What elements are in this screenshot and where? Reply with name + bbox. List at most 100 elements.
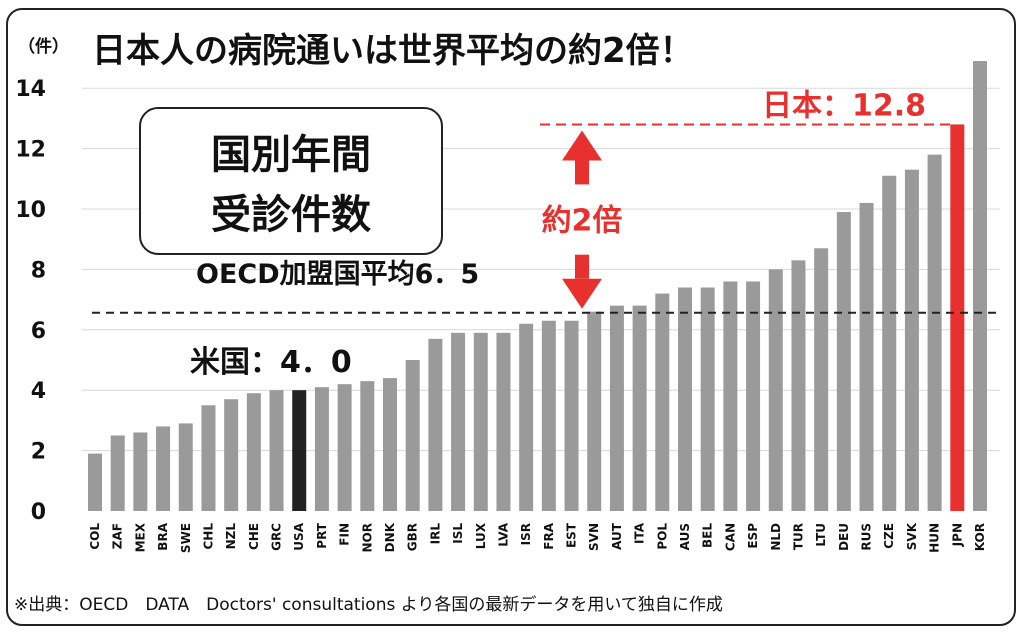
inset-label-box — [139, 107, 443, 255]
bar-lux — [473, 332, 488, 511]
y-tick-label: 12 — [15, 138, 46, 163]
bar-nzl — [224, 399, 239, 511]
bar-bra — [156, 426, 171, 511]
x-tick-label: SWE — [179, 523, 193, 553]
bar-tur — [791, 260, 806, 511]
x-tick-label: BRA — [156, 522, 170, 550]
x-tick-label: MEX — [133, 522, 147, 552]
bar-est — [564, 320, 579, 511]
x-tick-label: LUX — [474, 522, 488, 549]
bar-can — [723, 281, 738, 511]
x-tick-label: ISL — [451, 523, 465, 544]
bar-deu — [836, 212, 851, 511]
x-tick-label: DNK — [383, 522, 397, 552]
y-axis-ticks: 0 2 4 6 8 10 12 14 — [15, 77, 46, 525]
y-tick-label: 4 — [31, 379, 46, 404]
x-tick-label: FRA — [542, 522, 556, 549]
ratio-label: 約2倍 — [542, 204, 623, 239]
arrow-down-shaft — [575, 254, 589, 279]
bar-jpn — [950, 124, 965, 511]
bar-dnk — [383, 378, 397, 511]
x-tick-label: LTU — [814, 523, 828, 547]
x-tick-label: ISR — [519, 523, 533, 545]
source-note: ※出典：OECD DATA Doctors' consultations より各… — [14, 594, 723, 615]
bar-isl — [451, 332, 466, 511]
x-tick-label: SVK — [905, 522, 919, 550]
x-tick-label: HUN — [928, 523, 942, 553]
x-tick-label: KOR — [973, 523, 987, 551]
x-tick-label: AUS — [678, 523, 692, 550]
x-tick-label: AUT — [610, 522, 624, 550]
x-tick-label: JPN — [950, 523, 964, 547]
bar-rus — [859, 202, 874, 511]
bar-grc — [269, 390, 284, 511]
y-tick-label: 6 — [31, 319, 46, 344]
bar-svk — [904, 169, 919, 512]
x-tick-label: PRT — [315, 522, 329, 548]
bar-nor — [360, 381, 375, 511]
ratio-double-arrow — [562, 130, 602, 309]
x-tick-label: IRL — [428, 523, 442, 545]
x-tick-label: GRC — [270, 523, 284, 551]
x-axis-labels: COL ZAF MEX BRA SWE CHL NZL CHE GRC USA PRT FIN NOR D… — [88, 522, 987, 553]
bar-fin — [337, 384, 352, 511]
bar-nld — [768, 269, 783, 511]
x-tick-label: CHE — [247, 523, 261, 550]
x-tick-label: ESP — [746, 523, 760, 549]
x-tick-label: CHL — [201, 523, 215, 550]
bar-col — [88, 453, 102, 511]
bars-group — [88, 61, 987, 512]
arrow-up-head — [562, 130, 602, 161]
y-tick-label: 2 — [31, 440, 46, 465]
bar-swe — [178, 423, 193, 511]
x-tick-label: FIN — [338, 523, 352, 546]
x-tick-label: CZE — [882, 523, 896, 549]
bar-aut — [609, 305, 624, 511]
y-tick-label: 10 — [15, 198, 46, 223]
bar-aus — [678, 287, 692, 511]
x-tick-label: ZAF — [111, 523, 125, 549]
bar-lva — [496, 332, 511, 511]
y-tick-label: 0 — [31, 500, 46, 525]
x-tick-label: SVN — [587, 523, 601, 551]
japan-label: 日本：12.8 — [762, 88, 926, 123]
inset-label-line2: 受診件数 — [211, 192, 371, 238]
inset-label-line1: 国別年間 — [211, 132, 371, 178]
x-tick-label: COL — [88, 523, 102, 550]
bar-irl — [428, 338, 443, 511]
x-tick-label: DEU — [837, 523, 851, 551]
x-tick-label: GBR — [406, 523, 420, 551]
y-tick-label: 14 — [15, 77, 46, 102]
bar-prt — [314, 387, 329, 511]
oecd-average-label: OECD加盟国平均6．5 — [196, 259, 479, 290]
x-tick-label: EST — [565, 522, 579, 548]
bar-pol — [655, 293, 670, 511]
y-tick-label: 8 — [31, 258, 46, 283]
x-tick-label: NLD — [769, 523, 783, 551]
x-tick-label: TUR — [791, 523, 805, 550]
y-unit-label: （件） — [18, 36, 69, 57]
bar-svn — [587, 311, 602, 511]
x-tick-label: NZL — [224, 523, 238, 550]
bar-ita — [632, 305, 647, 511]
bar-hun — [927, 154, 942, 511]
bar-kor — [973, 61, 987, 512]
arrow-down-head — [562, 278, 602, 309]
bar-chl — [201, 405, 216, 511]
bar-zaf — [110, 435, 125, 511]
x-tick-label: RUS — [860, 523, 874, 551]
bar-gbr — [405, 360, 420, 511]
bar-isr — [519, 323, 534, 511]
x-tick-label: CAN — [723, 523, 737, 551]
x-tick-label: LVA — [496, 522, 510, 546]
bar-usa — [292, 390, 307, 511]
bar-esp — [746, 281, 761, 511]
x-tick-label: POL — [655, 523, 669, 550]
bar-mex — [133, 432, 148, 511]
x-tick-label: USA — [292, 522, 306, 550]
bar-bel — [700, 287, 715, 511]
bar-che — [246, 393, 261, 511]
usa-label: 米国：4．0 — [190, 345, 352, 380]
x-tick-label: ITA — [633, 522, 647, 544]
